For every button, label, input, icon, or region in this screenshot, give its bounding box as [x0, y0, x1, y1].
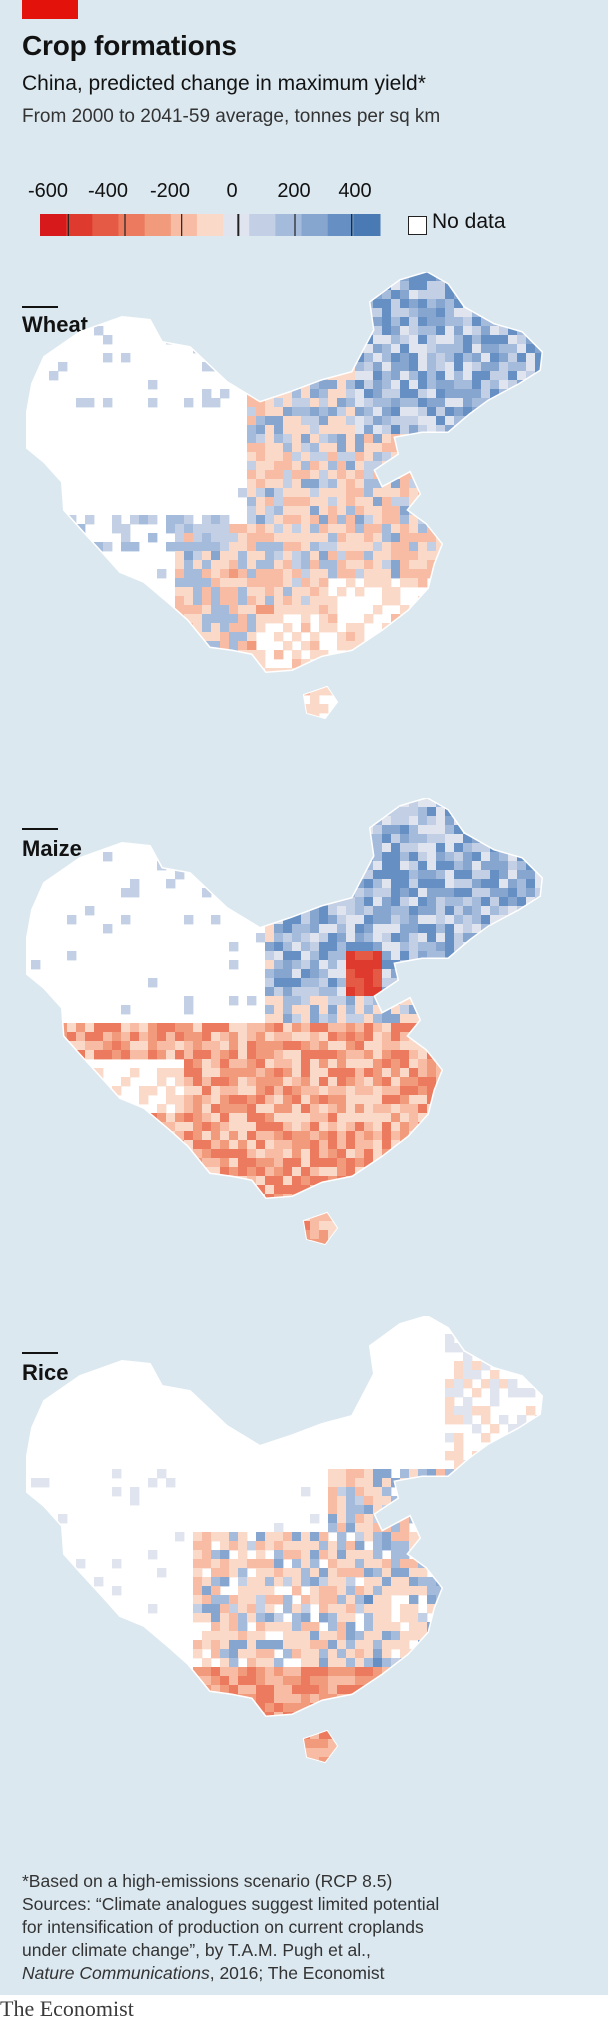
- footnote-tail: , 2016; The Economist: [209, 1963, 385, 1983]
- map-label-rice: Rice: [22, 1360, 69, 1385]
- map-maize: [26, 798, 544, 1246]
- footnote-source-2: for intensification of production on cur…: [22, 1917, 424, 1937]
- legend-swatch: [144, 214, 172, 236]
- chart-description: From 2000 to 2041-59 average, tonnes per…: [22, 106, 441, 127]
- section-rule: [22, 306, 58, 308]
- legend-tick-label: 400: [338, 180, 372, 202]
- legend-tick-label: 0: [226, 180, 238, 202]
- map-rice: [26, 1316, 544, 1764]
- legend-swatch: [327, 214, 355, 236]
- legend-tick-label: -600: [27, 180, 69, 202]
- legend-swatch: [301, 214, 329, 236]
- map-label-wheat: Wheat: [22, 312, 88, 337]
- legend-tick-label: -200: [149, 180, 191, 202]
- no-data-swatch: [408, 216, 427, 235]
- footnote-source-4: Nature Communications, 2016; The Economi…: [22, 1962, 582, 1985]
- footnote-source-1: Sources: “Climate analogues suggest limi…: [22, 1894, 440, 1914]
- legend-swatch: [249, 214, 276, 236]
- legend-swatch: [170, 214, 198, 236]
- border: [26, 798, 543, 1199]
- map-wheat: [26, 272, 544, 720]
- legend-swatch: [196, 214, 224, 236]
- section-rule: [22, 1352, 58, 1354]
- chart-title: Crop formations: [22, 30, 237, 61]
- economist-red-tag: [22, 0, 78, 19]
- footnote: *Based on a high-emissions scenario (RCP…: [22, 1870, 582, 1985]
- legend-color-scale: [40, 214, 381, 236]
- economist-logo: The Economist: [0, 1996, 134, 2021]
- legend-swatch: [353, 214, 381, 236]
- legend-swatch: [275, 214, 303, 236]
- chart-subtitle: China, predicted change in maximum yield…: [22, 72, 426, 95]
- legend-swatch: [92, 214, 119, 236]
- section-rule: [22, 828, 58, 830]
- legend-swatch: [40, 214, 67, 236]
- footnote-journal: Nature Communications: [22, 1963, 210, 1983]
- legend-tick-label: 200: [277, 180, 311, 202]
- no-data-label: No data: [432, 210, 506, 233]
- footnote-source-3: under climate change”, by T.A.M. Pugh et…: [22, 1940, 371, 1960]
- map-label-maize: Maize: [22, 836, 82, 861]
- legend-swatch: [118, 214, 146, 236]
- legend-swatch: [66, 214, 93, 236]
- footnote-scenario: *Based on a high-emissions scenario (RCP…: [22, 1871, 393, 1891]
- legend-swatch: [223, 214, 250, 236]
- border: [26, 272, 543, 673]
- border: [26, 1316, 543, 1717]
- legend-tick-label: -400: [87, 180, 129, 202]
